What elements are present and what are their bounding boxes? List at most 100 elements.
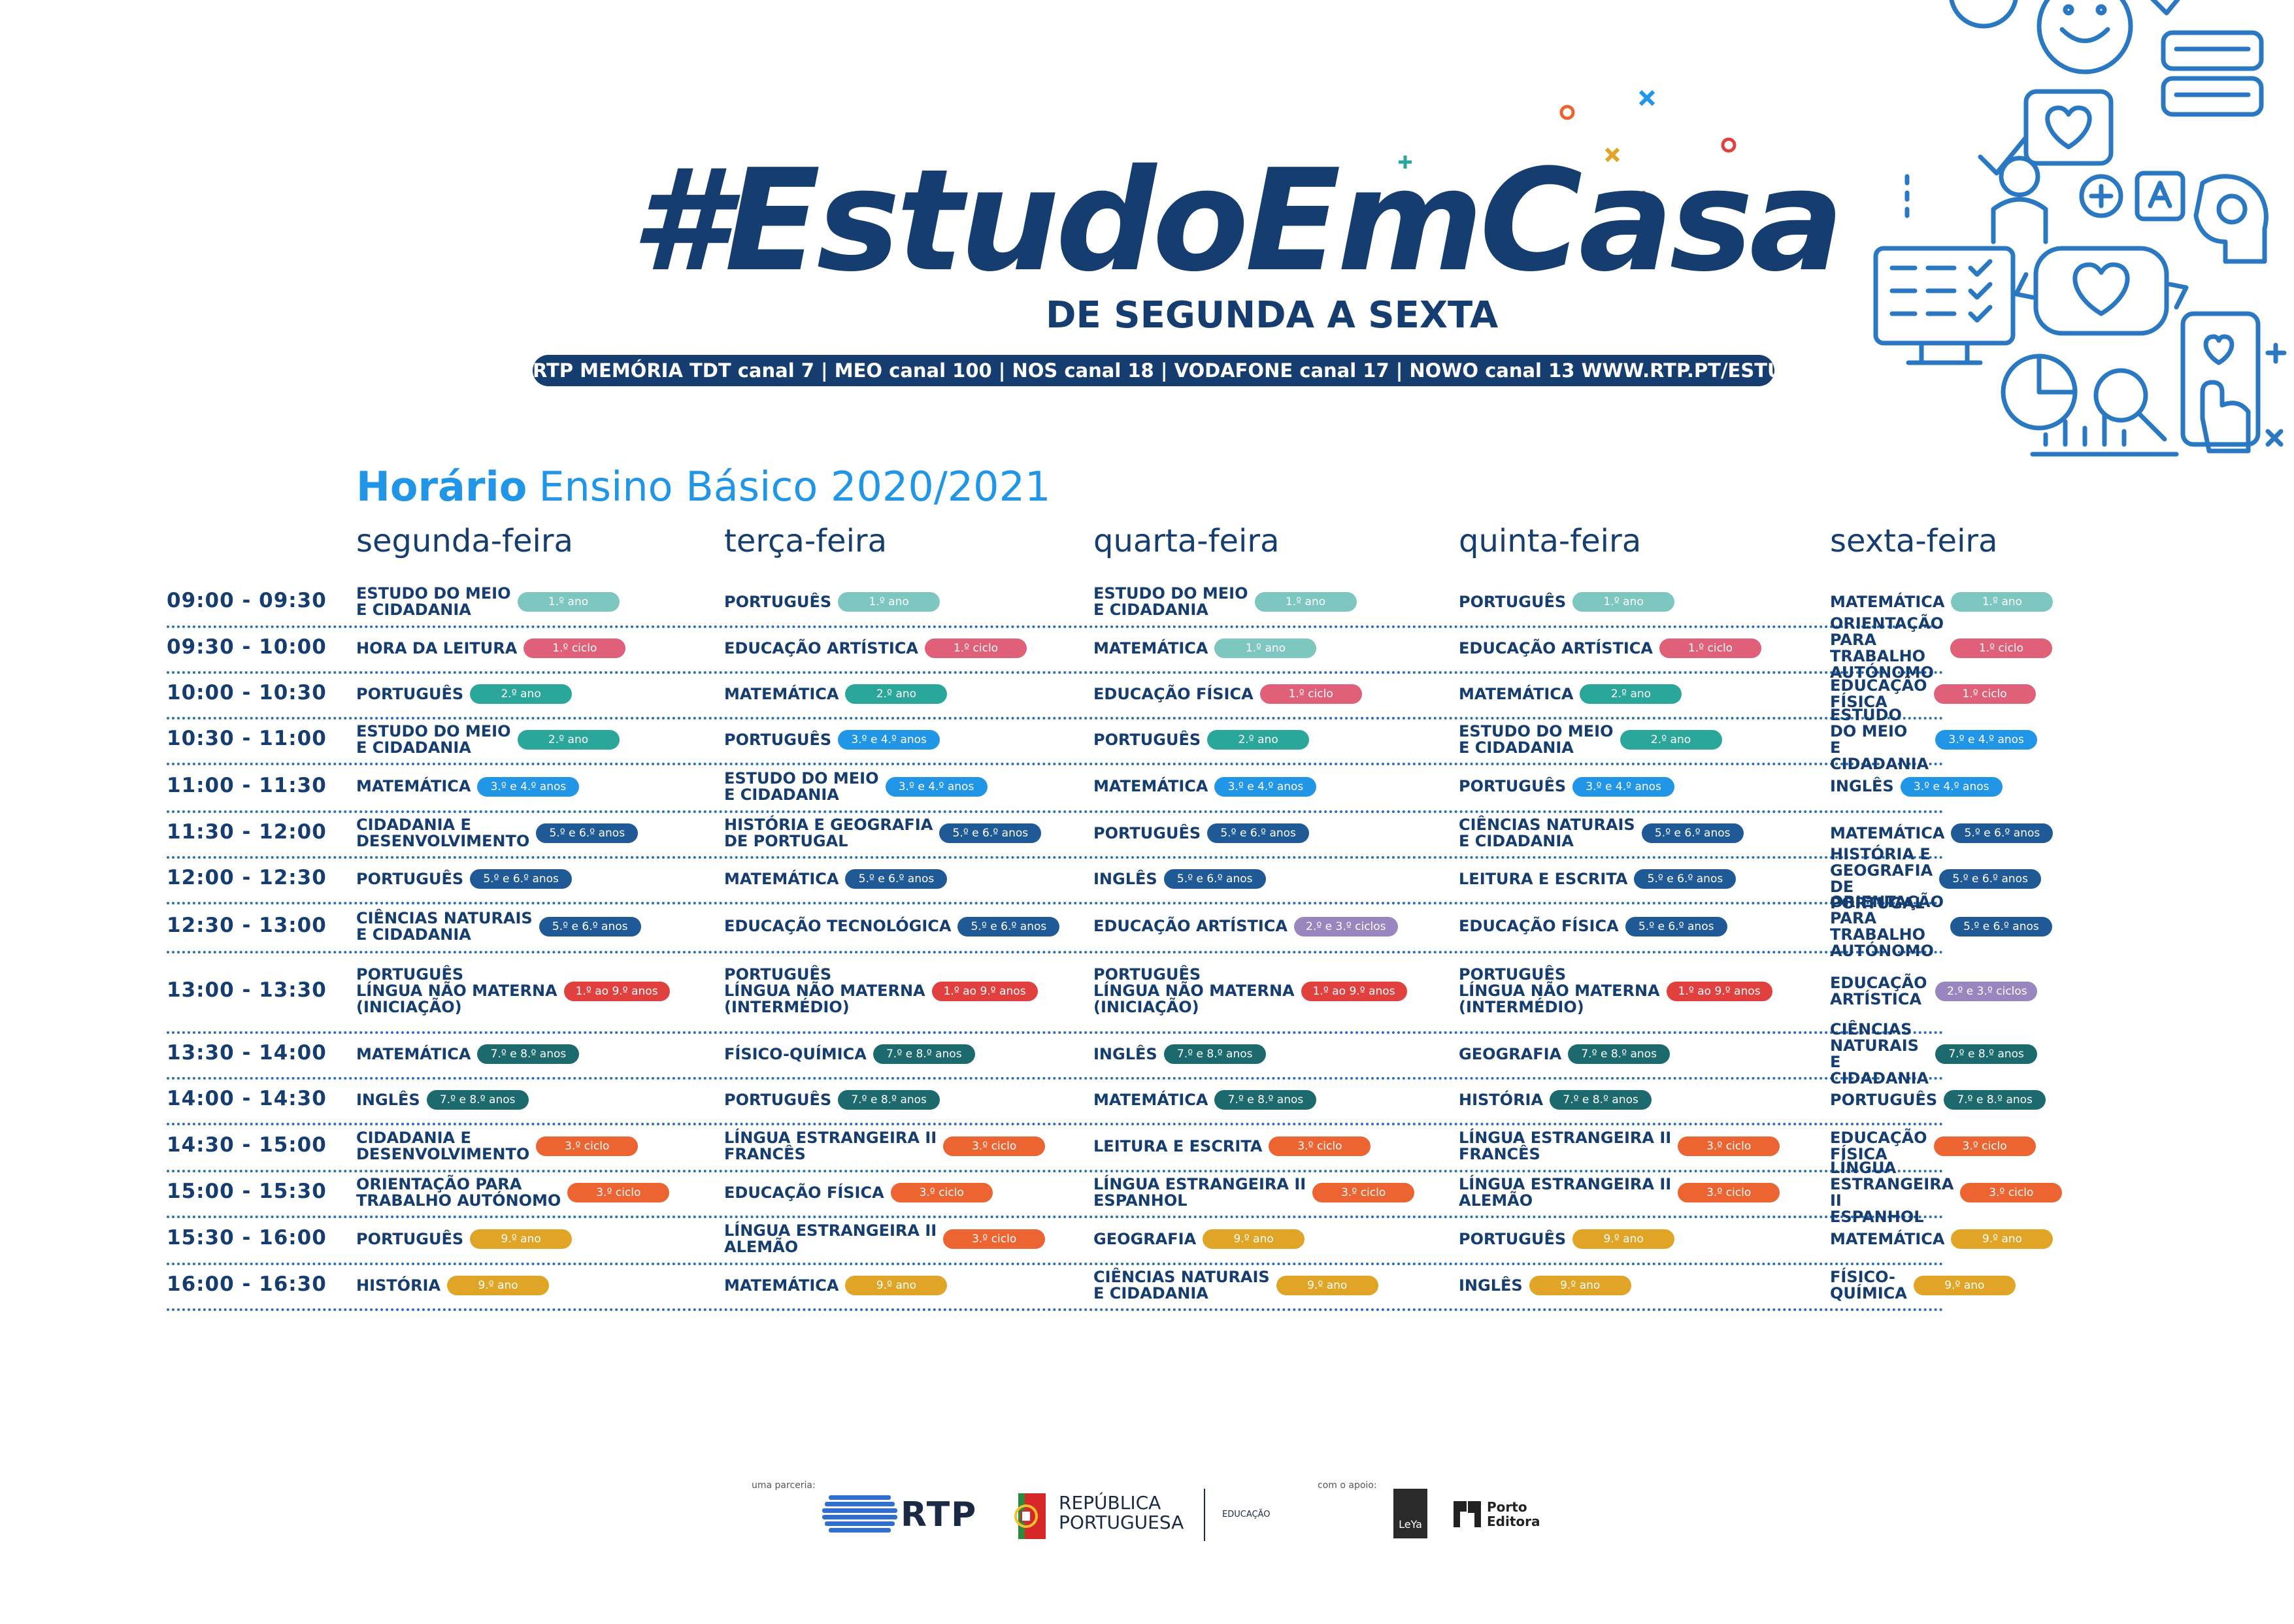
schedule-cell: ESTUDO DO MEIO E CIDADANIA 1.º ano xyxy=(1093,578,1357,625)
level-badge: 3.º e 4.º anos xyxy=(1214,776,1317,797)
level-badge: 1.º ano xyxy=(838,592,940,612)
schedule-cell: EDUCAÇÃO ARTÍSTICA 1.º ciclo xyxy=(724,625,1027,671)
level-badge: 2.º ano xyxy=(517,730,620,750)
schedule-cell: MATEMÁTICA 5.º e 6.º anos xyxy=(724,856,948,902)
schedule-cell: HISTÓRIA 7.º e 8.º anos xyxy=(1459,1077,1652,1123)
confetti-decoration xyxy=(1399,90,1737,204)
schedule-cell: EDUCAÇÃO FÍSICA 1.º ciclo xyxy=(1830,671,2036,717)
schedule-cell: CIDADANIA E DESENVOLVIMENTO 3.º ciclo xyxy=(356,1123,639,1170)
channels-banner: RTP MEMÓRIA TDT canal 7 | MEO canal 100 … xyxy=(533,355,1903,386)
porto-editora-logo-icon xyxy=(1454,1501,1481,1527)
schedule-cell: FÍSICO-QUÍMICA 7.º e 8.º anos xyxy=(724,1031,975,1077)
level-badge: 1.º ciclo xyxy=(925,638,1027,658)
republica-portuguesa-wordmark: REPÚBLICA PORTUGUESA xyxy=(1059,1492,1184,1533)
schedule-cell: PORTUGUÊS 1.º ano xyxy=(724,578,940,625)
level-badge: 5.º e 6.º anos xyxy=(939,823,1042,843)
level-badge: 9.º ano xyxy=(1572,1229,1675,1249)
level-badge: 1.º ciclo xyxy=(1659,638,1761,658)
subject-label: EDUCAÇÃO FÍSICA xyxy=(1830,1129,1927,1163)
level-badge: 9.º ano xyxy=(1203,1229,1305,1249)
schedule-cell: MATEMÁTICA 7.º e 8.º anos xyxy=(356,1031,580,1077)
schedule-cell: MATEMÁTICA 5.º e 6.º anos xyxy=(1830,810,2053,856)
schedule-cell: MATEMÁTICA 2.º ano xyxy=(1459,671,1682,717)
level-badge: 1.º ciclo xyxy=(1933,684,2036,704)
subject-label: LÍNGUA ESTRANGEIRA II FRANCÊS xyxy=(1459,1129,1672,1163)
subject-label: EDUCAÇÃO ARTÍSTICA xyxy=(1093,917,1288,935)
schedule-cell: PORTUGUÊS 1.º ano xyxy=(1459,578,1675,625)
time-slot: 14:30 - 15:00 xyxy=(167,1133,327,1157)
level-badge: 7.º e 8.º anos xyxy=(1550,1090,1652,1110)
subject-label: HISTÓRIA xyxy=(1459,1090,1544,1109)
subject-label: MATEMÁTICA xyxy=(1093,1090,1208,1109)
level-badge: 1.º ao 9.º anos xyxy=(931,981,1038,1001)
subject-label: MATEMÁTICA xyxy=(724,684,839,703)
schedule-cell: ORIENTAÇÃO PARA TRABALHO AUTÓNOMO 1.º cic… xyxy=(1830,616,2052,681)
schedule-cell: MATEMÁTICA 3.º e 4.º anos xyxy=(1093,763,1317,810)
schedule-row: 10:30 - 11:00 ESTUDO DO MEIO E CIDADANIA 2… xyxy=(167,707,2038,772)
time-slot: 15:00 - 15:30 xyxy=(167,1180,327,1203)
schedule-cell: MATEMÁTICA 1.º ano xyxy=(1830,578,2053,625)
subject-label: ESTUDO DO MEIO E CIDADANIA xyxy=(356,722,511,757)
schedule-row: 14:30 - 15:00 CIDADANIA E DESENVOLVIMENTO… xyxy=(167,1123,2036,1172)
subject-label: PORTUGUÊS xyxy=(356,1229,464,1248)
level-badge: 5.º e 6.º anos xyxy=(1939,869,2042,889)
subject-label: MATEMÁTICA xyxy=(1459,684,1574,703)
level-badge: 2.º ano xyxy=(845,684,948,704)
schedule-cell: CIÊNCIAS NATURAIS E CIDADANIA 9.º ano xyxy=(1093,1263,1378,1308)
level-badge: 1.º ano xyxy=(1951,592,2053,612)
day-header-thursday: quinta-feira xyxy=(1459,523,1642,559)
level-badge: 1.º ao 9.º anos xyxy=(1301,981,1407,1001)
level-badge: 1.º ao 9.º anos xyxy=(1666,981,1772,1001)
schedule-grid: 09:00 - 09:30 ESTUDO DO MEIO E CIDADANIA 1… xyxy=(167,0,2063,1320)
subject-label: CIÊNCIAS NATURAIS E CIDADANIA xyxy=(356,908,533,944)
schedule-row: 09:00 - 09:30 ESTUDO DO MEIO E CIDADANIA 1… xyxy=(167,578,2053,628)
schedule-cell: PORTUGUÊS 3.º e 4.º anos xyxy=(724,717,940,763)
schedule-cell: PORTUGUÊS 2.º ano xyxy=(1093,717,1310,763)
schedule-cell: INGLÊS 7.º e 8.º anos xyxy=(356,1077,529,1123)
level-badge: 7.º e 8.º anos xyxy=(873,1044,975,1064)
subject-label: CIÊNCIAS NATURAIS E CIDADANIA xyxy=(1830,1020,1929,1087)
day-header-friday: sexta-feira xyxy=(1830,523,1998,559)
schedule-row: 09:30 - 10:00 HORA DA LEITURA 1.º ciclo EDU… xyxy=(167,616,2052,681)
level-badge: 1.º ano xyxy=(517,592,620,612)
level-badge: 7.º e 8.º anos xyxy=(1935,1044,2038,1064)
schedule-cell: EDUCAÇÃO FÍSICA 5.º e 6.º anos xyxy=(1459,902,1727,951)
level-badge: 3.º ciclo xyxy=(1678,1136,1780,1156)
level-badge: 5.º e 6.º anos xyxy=(536,823,639,843)
subject-label: HORA DA LEITURA xyxy=(356,638,518,657)
rtp-wordmark: RTP xyxy=(901,1495,978,1534)
schedule-row: 13:30 - 14:00 MATEMÁTICA 7.º e 8.º anos FÍS… xyxy=(167,1021,2038,1087)
heading-label: Horário xyxy=(356,463,527,510)
time-slot: 11:00 - 11:30 xyxy=(167,773,327,797)
schedule-cell: PORTUGUÊS LÍNGUA NÃO MATERNA (INTERMÉDIO… xyxy=(724,951,1038,1031)
subject-label: CIÊNCIAS NATURAIS E CIDADANIA xyxy=(1459,816,1635,850)
level-badge: 9.º ano xyxy=(1951,1229,2053,1249)
level-badge: 5.º e 6.º anos xyxy=(1163,869,1266,889)
level-badge: 3.º ciclo xyxy=(943,1136,1046,1156)
subject-label: PORTUGUÊS xyxy=(1459,592,1567,611)
schedule-row: 16:00 - 16:30 HISTÓRIA 9.º ano MATEMÁTICA 9.… xyxy=(167,1263,2016,1311)
level-badge: 7.º e 8.º anos xyxy=(426,1090,529,1110)
schedule-cell: LÍNGUA ESTRANGEIRA II ALEMÃO 3.º ciclo xyxy=(724,1216,1046,1263)
rtp-logo-icon xyxy=(822,1495,897,1533)
level-badge: 9.º ano xyxy=(845,1276,948,1295)
subject-label: PORTUGUÊS xyxy=(356,869,464,888)
schedule-cell: MATEMÁTICA 2.º ano xyxy=(724,671,948,717)
schedule-row: 11:30 - 12:00 CIDADANIA E DESENVOLVIMENTO… xyxy=(167,810,2053,859)
schedule-cell: MATEMÁTICA 9.º ano xyxy=(724,1263,948,1308)
time-slot: 13:30 - 14:00 xyxy=(167,1041,327,1065)
subject-label: PORTUGUÊS xyxy=(1459,777,1567,795)
level-badge: 3.º ciclo xyxy=(1312,1183,1415,1202)
subject-label: ORIENTAÇÃO PARA TRABALHO AUTÓNOMO xyxy=(1830,614,1944,682)
schedule-cell: PORTUGUÊS 7.º e 8.º anos xyxy=(1830,1077,2046,1123)
level-badge: 2.º ano xyxy=(470,684,573,704)
schedule-cell: INGLÊS 9.º ano xyxy=(1459,1263,1631,1308)
subject-label: MATEMÁTICA xyxy=(724,1276,839,1295)
schedule-row: 10:00 - 10:30 PORTUGUÊS 2.º ano MATEMÁTICA 2… xyxy=(167,671,2036,720)
subject-label: EDUCAÇÃO ARTÍSTICA xyxy=(724,638,918,657)
subject-label: INGLÊS xyxy=(356,1090,420,1109)
schedule-cell: PORTUGUÊS 9.º ano xyxy=(1459,1216,1675,1263)
schedule-cell: HORA DA LEITURA 1.º ciclo xyxy=(356,625,626,671)
schedule-cell: FÍSICO-QUÍMICA 9.º ano xyxy=(1830,1263,2016,1308)
level-badge: 3.º ciclo xyxy=(943,1229,1046,1249)
